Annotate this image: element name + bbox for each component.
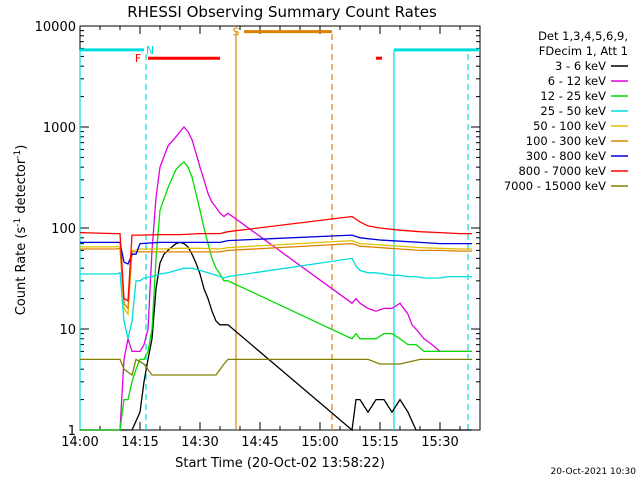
series-line — [80, 358, 472, 377]
series-line — [80, 161, 472, 431]
series-line — [80, 257, 472, 339]
footer-date: 20-Oct-2021 10:30 — [551, 467, 637, 477]
legend-entry-label: 7000 - 15000 keV — [504, 179, 606, 193]
x-axis-label: Start Time (20-Oct-02 13:58:22) — [175, 456, 385, 471]
x-tick-label: 14:00 — [61, 435, 98, 450]
legend-entry-label: 6 - 12 keV — [548, 74, 606, 88]
flag-label: N — [146, 44, 154, 57]
legend-entry-label: 3 - 6 keV — [555, 59, 606, 73]
x-tick-label: 15:30 — [421, 435, 458, 450]
series-line — [80, 241, 472, 432]
series-lines — [79, 126, 472, 432]
y-label-middle: detector — [14, 158, 29, 218]
y-tick-label: 100 — [51, 222, 76, 237]
y-label-exponent: -1 — [13, 218, 23, 227]
y-tick-label: 10000 — [35, 20, 76, 35]
legend-entry-label: 25 - 50 keV — [540, 104, 606, 118]
legend-entry-label: 800 - 7000 keV — [518, 164, 606, 178]
y-label-exponent-2: -1 — [13, 150, 23, 159]
y-tick-label: 1 — [68, 424, 76, 439]
y-tick-label: 10 — [59, 323, 76, 338]
flag-label: S — [233, 26, 240, 39]
series-line — [79, 215, 472, 302]
chart-title: RHESSI Observing Summary Count Rates — [127, 3, 437, 21]
x-axis: 14:00 14:15 14:30 14:45 15:00 15:15 15:30 — [61, 26, 481, 450]
legend-header: FDecim 1, Att 1 — [539, 44, 628, 58]
legend-entry-label: 12 - 25 keV — [540, 89, 606, 103]
y-axis-label: Count Rate (s-1 detector-1) — [13, 145, 29, 316]
legend: Det 1,3,4,5,6,9,FDecim 1, Att 13 - 6 keV… — [504, 29, 628, 193]
x-tick-label: 14:15 — [121, 435, 158, 450]
legend-entry-label: 100 - 300 keV — [526, 134, 606, 148]
y-tick-label: 1000 — [43, 121, 76, 136]
x-tick-label: 14:30 — [181, 435, 218, 450]
y-label-main: Count Rate (s — [14, 227, 29, 316]
series-line — [80, 126, 472, 431]
flag-label: F — [135, 52, 141, 65]
legend-entry-label: 300 - 800 keV — [526, 149, 606, 163]
x-tick-label: 15:00 — [301, 435, 338, 450]
y-axis: 1 10 100 1000 10000 — [35, 20, 480, 439]
series-line — [80, 242, 472, 311]
x-tick-label: 14:45 — [241, 435, 278, 450]
y-label-end: ) — [14, 145, 29, 150]
x-tick-label: 15:15 — [361, 435, 398, 450]
legend-header: Det 1,3,4,5,6,9, — [538, 29, 628, 43]
series-line — [80, 234, 472, 265]
legend-entry-label: 50 - 100 keV — [533, 119, 606, 133]
series-line — [80, 239, 472, 317]
